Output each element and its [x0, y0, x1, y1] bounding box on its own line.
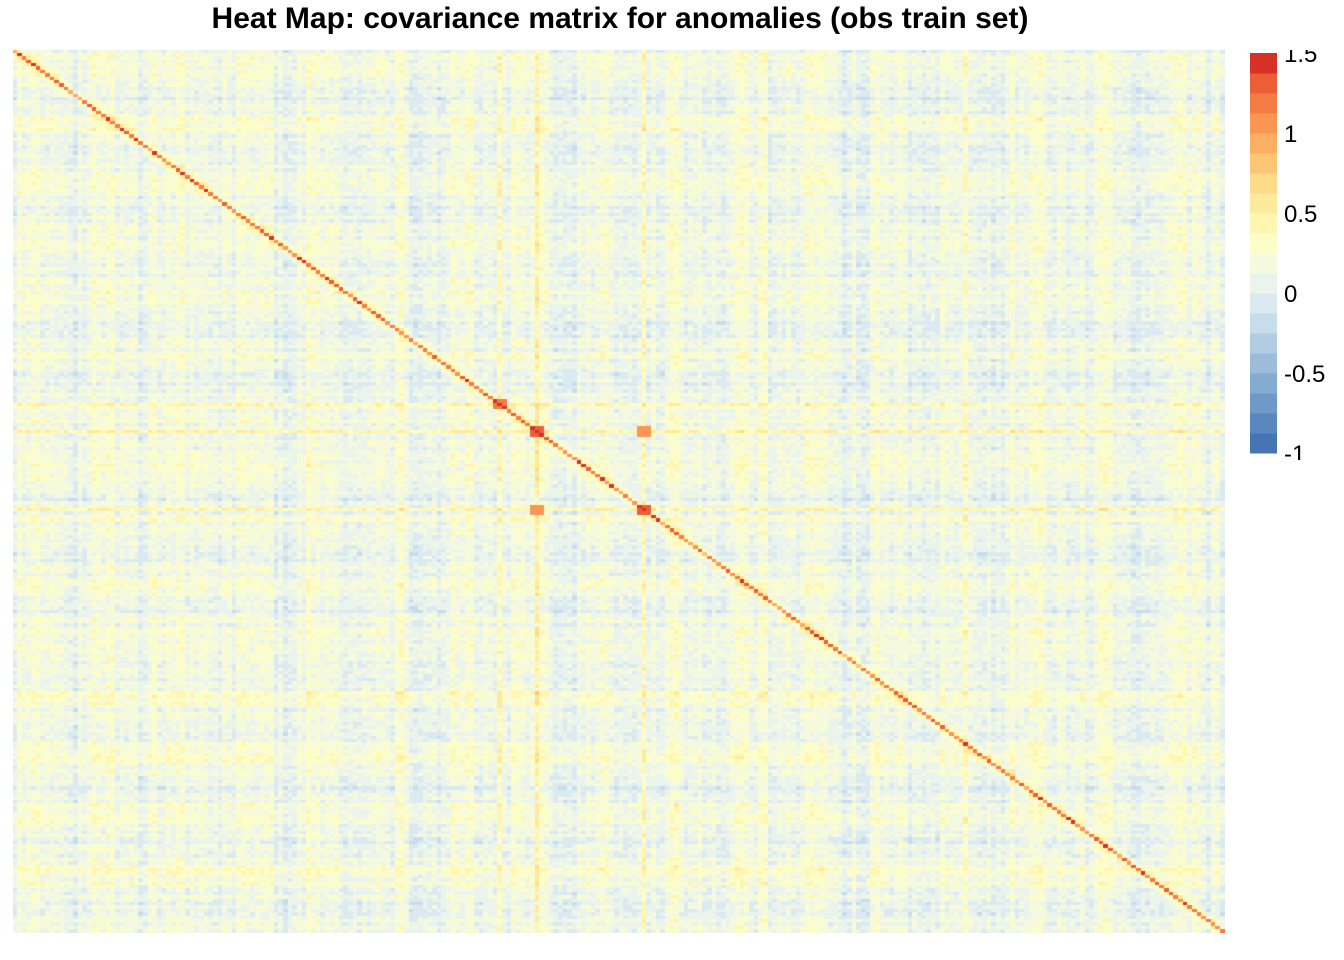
colorbar-tick-labels: 1.5 1 0.5 0 -0.5 -1	[1284, 50, 1325, 460]
colorbar-swatch	[1250, 233, 1277, 254]
colorbar-swatch	[1250, 53, 1277, 74]
colorbar-swatch	[1250, 213, 1277, 234]
colorbar-swatch	[1250, 413, 1277, 434]
colorbar-swatch	[1250, 133, 1277, 154]
colorbar-tick-label: -0.5	[1284, 361, 1325, 388]
colorbar-swatch	[1250, 153, 1277, 174]
heatmap-plot-area	[13, 50, 1225, 933]
colorbar-swatch	[1250, 273, 1277, 294]
colorbar-tick-label: 0	[1284, 281, 1297, 308]
colorbar-swatch	[1250, 373, 1277, 394]
colorbar-swatch	[1250, 173, 1277, 194]
colorbar-tick-label: 0.5	[1284, 201, 1317, 228]
colorbar-tick-label: 1	[1284, 121, 1297, 148]
colorbar-swatch	[1250, 333, 1277, 354]
colorbar-swatch	[1250, 193, 1277, 214]
colorbar-tick-label: -1	[1284, 441, 1305, 460]
colorbar-swatch	[1250, 353, 1277, 374]
chart-title: Heat Map: covariance matrix for anomalie…	[211, 2, 1029, 35]
colorbar-legend: 1.5 1 0.5 0 -0.5 -1	[1250, 50, 1325, 460]
colorbar-swatch	[1250, 73, 1277, 94]
colorbar-swatch	[1250, 393, 1277, 414]
colorbar-swatch	[1250, 113, 1277, 134]
colorbar-tick-label: 1.5	[1284, 50, 1317, 68]
colorbar-swatch	[1250, 313, 1277, 334]
colorbar-swatch	[1250, 433, 1277, 454]
colorbar-swatch	[1250, 93, 1277, 114]
colorbar-swatch	[1250, 293, 1277, 314]
colorbar-swatches	[1250, 53, 1277, 454]
colorbar-swatch	[1250, 253, 1277, 274]
